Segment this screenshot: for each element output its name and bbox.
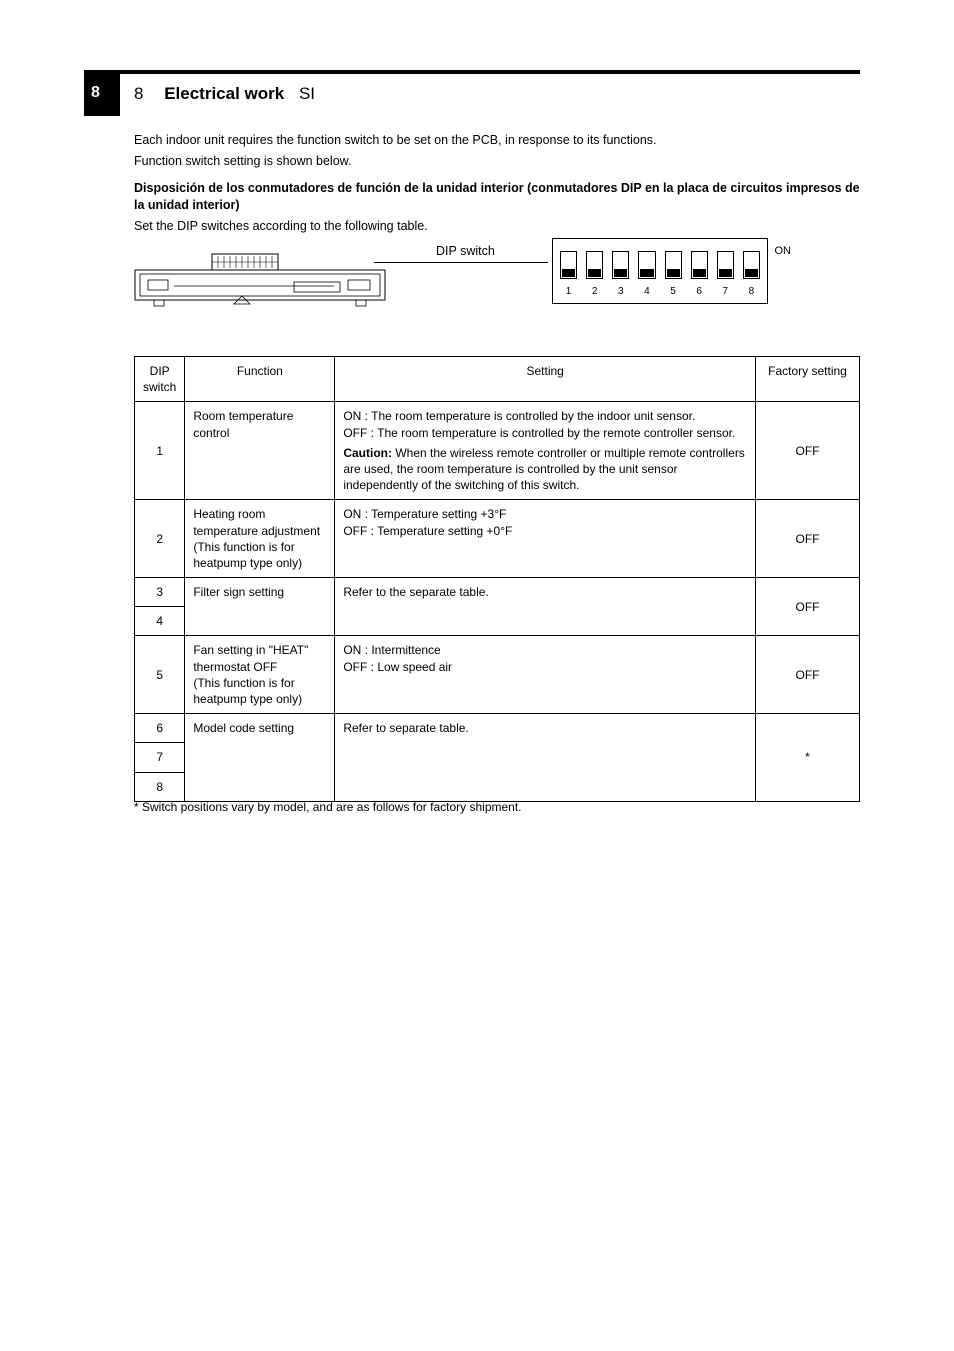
cell-func: Model code setting <box>185 714 335 802</box>
intro-line-1: Each indoor unit requires the function s… <box>134 132 860 149</box>
set-off: OFF : The room temperature is controlled… <box>343 425 747 441</box>
leader-label: DIP switch <box>436 244 495 258</box>
cell-sw: 5 <box>135 636 185 714</box>
cell-set: Refer to separate table. <box>335 714 756 802</box>
page-number-side: 8 <box>91 84 100 102</box>
cell-set: ON : Intermittence OFF : Low speed air <box>335 636 756 714</box>
set-on: ON : The room temperature is controlled … <box>343 408 747 424</box>
cell-set: Refer to the separate table. <box>335 578 756 636</box>
table-footnote: * Switch positions vary by model, and ar… <box>134 800 522 814</box>
dip-switch: 4 <box>635 243 658 299</box>
set-on: ON : Intermittence <box>343 642 747 658</box>
intro-block: Each indoor unit requires the function s… <box>134 132 860 238</box>
set-on: ON : Temperature setting +3°F <box>343 506 747 522</box>
set-off: OFF : Low speed air <box>343 659 747 675</box>
cell-sw: 3 <box>135 578 185 607</box>
cell-set: ON : The room temperature is controlled … <box>335 402 756 500</box>
cell-fs: OFF <box>756 500 860 578</box>
title-eyebrow: SI <box>299 84 315 103</box>
cell-func: Filter sign setting <box>185 578 335 636</box>
cell-sw: 1 <box>135 402 185 500</box>
dip-switch: 2 <box>583 243 606 299</box>
th-function: Function <box>185 357 335 402</box>
cell-sw: 8 <box>135 772 185 801</box>
cell-sw: 4 <box>135 607 185 636</box>
cell-fs: * <box>756 714 860 802</box>
set-off: OFF : Temperature setting +0°F <box>343 523 747 539</box>
cell-func: Room temperature control <box>185 402 335 500</box>
unit-top-view-icon <box>134 252 386 308</box>
dip-switch: 1 <box>557 243 580 299</box>
top-rule <box>84 70 860 74</box>
table-row: 2 Heating room temperature adjustment (T… <box>135 500 860 578</box>
cell-fs: OFF <box>756 636 860 714</box>
table-row: 1 Room temperature control ON : The room… <box>135 402 860 500</box>
dip-switch: 3 <box>609 243 632 299</box>
dip-switch: 5 <box>662 243 685 299</box>
cell-fs: OFF <box>756 402 860 500</box>
intro-subhead: Disposición de los conmutadores de funci… <box>134 180 860 214</box>
cell-set: ON : Temperature setting +3°F OFF : Temp… <box>335 500 756 578</box>
dip-switch: 8 <box>740 243 763 299</box>
cell-func: Heating room temperature adjustment (Thi… <box>185 500 335 578</box>
cell-func: Fan setting in "HEAT" thermostat OFF (Th… <box>185 636 335 714</box>
note-text: When the wireless remote controller or m… <box>343 446 744 492</box>
page-tab <box>84 70 120 116</box>
page-title: 8 Electrical work SI <box>134 84 315 104</box>
intro-subbody: Set the DIP switches according to the fo… <box>134 218 860 235</box>
th-factory: Factory setting <box>756 357 860 402</box>
title-text: Electrical work <box>164 84 284 103</box>
dip-settings-table: DIP switch Function Setting Factory sett… <box>134 356 860 802</box>
dip-switch: 6 <box>688 243 711 299</box>
cell-sw: 6 <box>135 714 185 743</box>
dip-switch: 7 <box>714 243 737 299</box>
diagram-row: DIP switch 12345678 ON <box>134 238 860 320</box>
note-bold: Caution: <box>343 446 392 460</box>
intro-line-2: Function switch setting is shown below. <box>134 153 860 170</box>
table-row: 3 Filter sign setting Refer to the separ… <box>135 578 860 607</box>
th-setting: Setting <box>335 357 756 402</box>
cell-fs: OFF <box>756 578 860 636</box>
dip-switch-diagram: 12345678 ON <box>552 238 768 304</box>
table-row: 6 Model code setting Refer to separate t… <box>135 714 860 743</box>
cell-sw: 2 <box>135 500 185 578</box>
page-ref: 8 <box>134 84 143 103</box>
th-switch: DIP switch <box>135 357 185 402</box>
dip-on-label: ON <box>775 245 792 257</box>
cell-sw: 7 <box>135 743 185 772</box>
leader-line <box>374 262 548 263</box>
table-row: 5 Fan setting in "HEAT" thermostat OFF (… <box>135 636 860 714</box>
